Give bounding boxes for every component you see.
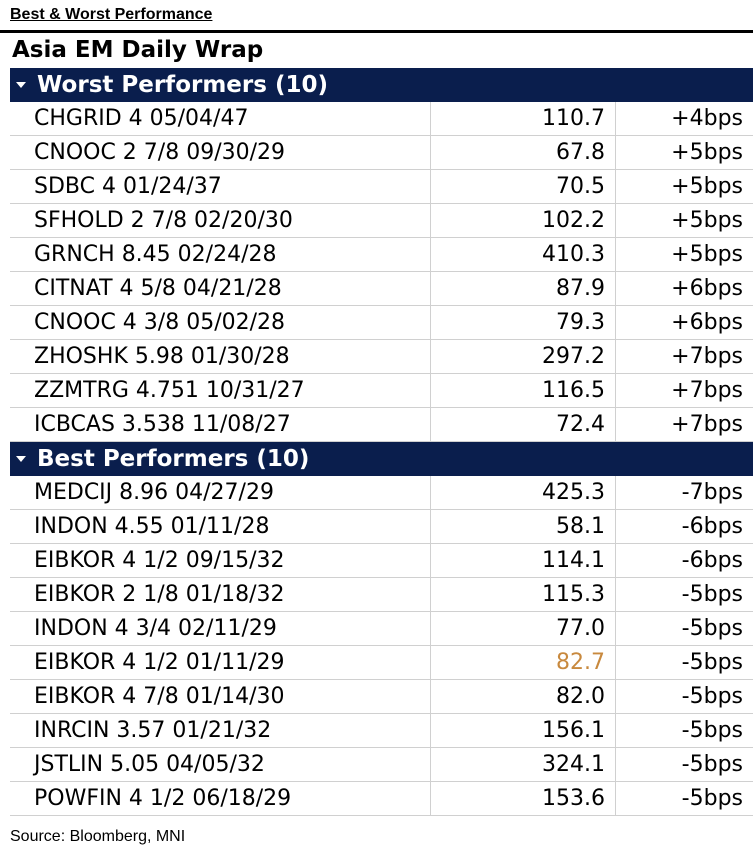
- best-performers-header[interactable]: Best Performers (10): [10, 442, 753, 476]
- table-row: POWFIN 4 1/2 06/18/29 153.6 -5bps: [10, 782, 753, 816]
- page-heading: Best & Worst Performance: [10, 6, 213, 23]
- bond-name: JSTLIN 5.05 04/05/32: [10, 748, 431, 781]
- spread-change: +6bps: [671, 310, 743, 335]
- bond-name: CITNAT 4 5/8 04/21/28: [10, 272, 431, 305]
- best-header-label: Best Performers (10): [37, 446, 310, 472]
- spread-change: +6bps: [671, 276, 743, 301]
- worst-performers-header[interactable]: Worst Performers (10): [10, 68, 753, 102]
- worst-header-label: Worst Performers (10): [37, 72, 328, 98]
- table-row: ZHOSHK 5.98 01/30/28 297.2 +7bps: [10, 340, 753, 374]
- bond-name: INRCIN 3.57 01/21/32: [10, 714, 431, 747]
- spread-change: +7bps: [671, 344, 743, 369]
- table-row: MEDCIJ 8.96 04/27/29 425.3 -7bps: [10, 476, 753, 510]
- bond-name: SDBC 4 01/24/37: [10, 170, 431, 203]
- spread-change: +5bps: [671, 174, 743, 199]
- performance-table: Worst Performers (10) CHGRID 4 05/04/47 1…: [10, 68, 753, 816]
- spread-change: +7bps: [671, 412, 743, 437]
- bond-price: 114.1: [431, 544, 616, 577]
- bond-name: SFHOLD 2 7/8 02/20/30: [10, 204, 431, 237]
- bond-price: 102.2: [431, 204, 616, 237]
- table-row: ICBCAS 3.538 11/08/27 72.4 +7bps: [10, 408, 753, 442]
- spread-change: -5bps: [681, 616, 743, 641]
- spread-change: -6bps: [681, 548, 743, 573]
- bond-price: 82.7: [431, 646, 616, 679]
- spread-change: +4bps: [671, 106, 743, 131]
- spread-change: +5bps: [671, 242, 743, 267]
- bond-price: 70.5: [431, 170, 616, 203]
- bond-price: 58.1: [431, 510, 616, 543]
- table-row: EIBKOR 4 7/8 01/14/30 82.0 -5bps: [10, 680, 753, 714]
- bond-name: INDON 4.55 01/11/28: [10, 510, 431, 543]
- table-row: CNOOC 4 3/8 05/02/28 79.3 +6bps: [10, 306, 753, 340]
- bond-name: INDON 4 3/4 02/11/29: [10, 612, 431, 645]
- table-row: CITNAT 4 5/8 04/21/28 87.9 +6bps: [10, 272, 753, 306]
- bond-price: 116.5: [431, 374, 616, 407]
- bond-name: ZZMTRG 4.751 10/31/27: [10, 374, 431, 407]
- report-title: Asia EM Daily Wrap: [0, 30, 753, 66]
- bond-price: 410.3: [431, 238, 616, 271]
- bond-price: 82.0: [431, 680, 616, 713]
- table-row: ZZMTRG 4.751 10/31/27 116.5 +7bps: [10, 374, 753, 408]
- spread-change: -5bps: [681, 786, 743, 811]
- bond-name: ZHOSHK 5.98 01/30/28: [10, 340, 431, 373]
- spread-change: -5bps: [681, 650, 743, 675]
- bond-name: ICBCAS 3.538 11/08/27: [10, 408, 431, 441]
- bond-price: 87.9: [431, 272, 616, 305]
- spread-change: -6bps: [681, 514, 743, 539]
- bond-name: EIBKOR 4 1/2 01/11/29: [10, 646, 431, 679]
- bond-price: 156.1: [431, 714, 616, 747]
- bond-price: 297.2: [431, 340, 616, 373]
- bond-price: 115.3: [431, 578, 616, 611]
- table-row: EIBKOR 2 1/8 01/18/32 115.3 -5bps: [10, 578, 753, 612]
- bond-price: 324.1: [431, 748, 616, 781]
- bond-price: 153.6: [431, 782, 616, 815]
- bond-name: EIBKOR 2 1/8 01/18/32: [10, 578, 431, 611]
- table-row: INDON 4.55 01/11/28 58.1 -6bps: [10, 510, 753, 544]
- spread-change: -5bps: [681, 582, 743, 607]
- bond-price: 110.7: [431, 102, 616, 135]
- bond-name: POWFIN 4 1/2 06/18/29: [10, 782, 431, 815]
- table-row: INDON 4 3/4 02/11/29 77.0 -5bps: [10, 612, 753, 646]
- source-note: Source: Bloomberg, MNI: [10, 828, 186, 845]
- bond-name: EIBKOR 4 1/2 09/15/32: [10, 544, 431, 577]
- table-row: EIBKOR 4 1/2 01/11/29 82.7 -5bps: [10, 646, 753, 680]
- spread-change: -5bps: [681, 752, 743, 777]
- table-row: GRNCH 8.45 02/24/28 410.3 +5bps: [10, 238, 753, 272]
- collapse-arrow-icon[interactable]: [16, 456, 26, 462]
- table-row: CHGRID 4 05/04/47 110.7 +4bps: [10, 102, 753, 136]
- best-performers-rows: MEDCIJ 8.96 04/27/29 425.3 -7bps INDON 4.55…: [10, 476, 753, 816]
- spread-change: +5bps: [671, 208, 743, 233]
- bond-price: 67.8: [431, 136, 616, 169]
- table-row: JSTLIN 5.05 04/05/32 324.1 -5bps: [10, 748, 753, 782]
- spread-change: +5bps: [671, 140, 743, 165]
- table-row: EIBKOR 4 1/2 09/15/32 114.1 -6bps: [10, 544, 753, 578]
- bond-name: CNOOC 4 3/8 05/02/28: [10, 306, 431, 339]
- bond-name: EIBKOR 4 7/8 01/14/30: [10, 680, 431, 713]
- bond-name: GRNCH 8.45 02/24/28: [10, 238, 431, 271]
- spread-change: -5bps: [681, 718, 743, 743]
- worst-performers-rows: CHGRID 4 05/04/47 110.7 +4bps CNOOC 2 7/8 0…: [10, 102, 753, 442]
- spread-change: +7bps: [671, 378, 743, 403]
- spread-change: -5bps: [681, 684, 743, 709]
- table-row: INRCIN 3.57 01/21/32 156.1 -5bps: [10, 714, 753, 748]
- bond-name: MEDCIJ 8.96 04/27/29: [10, 476, 431, 509]
- table-row: SFHOLD 2 7/8 02/20/30 102.2 +5bps: [10, 204, 753, 238]
- bond-price: 79.3: [431, 306, 616, 339]
- bond-price: 425.3: [431, 476, 616, 509]
- table-row: SDBC 4 01/24/37 70.5 +5bps: [10, 170, 753, 204]
- bond-price: 77.0: [431, 612, 616, 645]
- table-row: CNOOC 2 7/8 09/30/29 67.8 +5bps: [10, 136, 753, 170]
- collapse-arrow-icon[interactable]: [16, 82, 26, 88]
- bond-price: 72.4: [431, 408, 616, 441]
- bond-name: CNOOC 2 7/8 09/30/29: [10, 136, 431, 169]
- bond-name: CHGRID 4 05/04/47: [10, 102, 431, 135]
- spread-change: -7bps: [681, 480, 743, 505]
